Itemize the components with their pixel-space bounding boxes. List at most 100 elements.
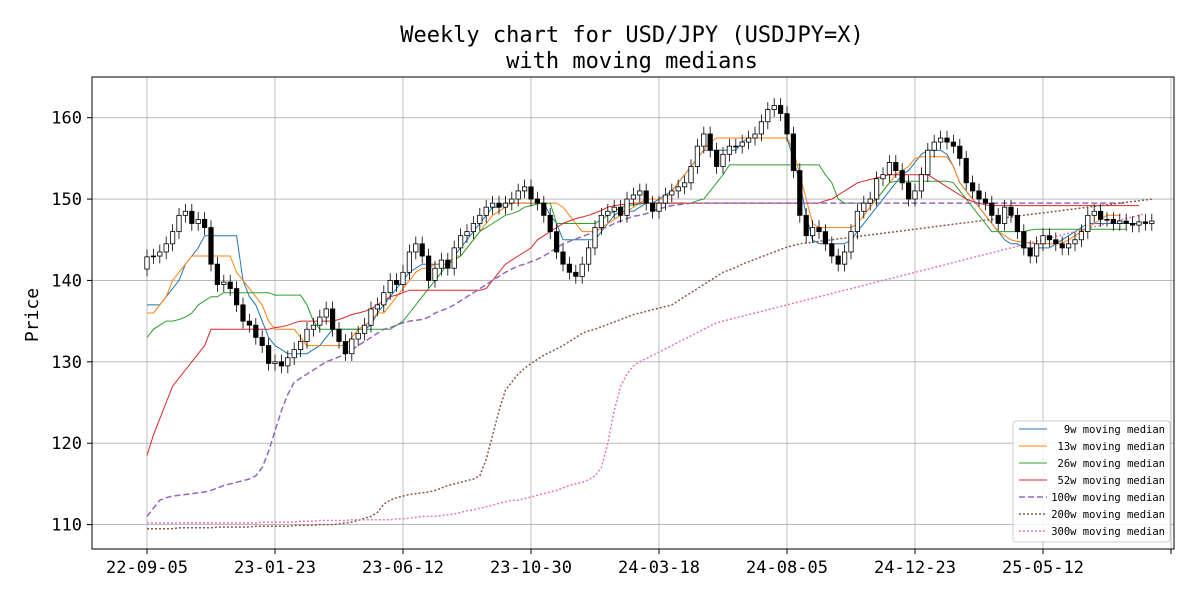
candle-body-down xyxy=(784,113,790,135)
candle-body-down xyxy=(790,133,797,171)
candle xyxy=(880,167,886,187)
candle xyxy=(259,330,265,353)
candle xyxy=(233,281,240,313)
candle xyxy=(1091,203,1097,223)
candle xyxy=(246,313,252,333)
candle-body-up xyxy=(854,210,861,233)
candle-body-up xyxy=(912,190,918,200)
candle xyxy=(227,274,233,296)
candle xyxy=(554,224,560,260)
legend-box xyxy=(1012,420,1171,543)
candle xyxy=(918,167,925,199)
candle-body-down xyxy=(1008,206,1014,216)
candle-body-up xyxy=(176,214,182,233)
candle xyxy=(778,98,784,121)
candle xyxy=(874,171,880,207)
candle-body-down xyxy=(1130,223,1136,226)
candle-body-down xyxy=(541,202,547,216)
candle xyxy=(400,264,406,292)
candle xyxy=(240,297,246,329)
y-tick-label: 130 xyxy=(51,353,82,373)
candle-body-up xyxy=(438,259,445,269)
candle xyxy=(265,338,272,371)
candle-body-up xyxy=(752,133,758,139)
candle xyxy=(451,240,457,276)
candle xyxy=(656,195,662,219)
x-tick-label: 24-03-18 xyxy=(618,558,700,578)
x-tick-label: 25-05-12 xyxy=(1002,558,1084,578)
candle-body-down xyxy=(265,345,272,364)
candle-body-up xyxy=(669,190,675,196)
y-tick-label: 120 xyxy=(51,434,82,454)
candle-body-down xyxy=(393,280,400,285)
candle-body-up xyxy=(272,361,278,364)
candle-body-down xyxy=(259,337,265,346)
candle xyxy=(925,142,931,182)
candle xyxy=(784,106,790,142)
candle xyxy=(489,195,496,215)
candle xyxy=(349,331,355,362)
candle-body-up xyxy=(682,182,688,188)
candle-body-up xyxy=(694,145,701,167)
candle-body-up xyxy=(598,214,605,228)
candle xyxy=(534,191,541,211)
candle-body-up xyxy=(182,210,188,216)
candle-body-up xyxy=(502,202,509,208)
candle-body-down xyxy=(240,304,246,322)
candle-body-up xyxy=(387,280,393,294)
candle-body-down xyxy=(547,214,553,233)
candle-body-down xyxy=(1098,210,1104,220)
x-tick-label: 23-06-12 xyxy=(362,558,444,578)
candle xyxy=(1059,236,1065,256)
candle xyxy=(662,187,669,211)
candle xyxy=(541,195,547,223)
candle xyxy=(163,236,169,260)
candle xyxy=(189,203,195,231)
candle xyxy=(1040,228,1046,252)
candle xyxy=(547,208,553,239)
candle-body-up xyxy=(861,202,867,212)
candle xyxy=(1110,212,1116,231)
candle-body-up xyxy=(656,202,662,212)
candle xyxy=(1002,199,1008,231)
candle-body-up xyxy=(489,202,496,208)
candle-body-down xyxy=(957,145,963,159)
candle-body-down xyxy=(618,206,624,216)
candle xyxy=(150,248,156,265)
candle xyxy=(707,126,713,158)
candle xyxy=(1008,199,1014,223)
candle-body-up xyxy=(637,190,643,196)
candle-body-down xyxy=(560,251,566,265)
candle xyxy=(694,138,701,174)
candle-body-up xyxy=(522,186,528,192)
candle-body-up xyxy=(1072,239,1078,245)
candle xyxy=(950,134,957,154)
y-tick-label: 160 xyxy=(51,109,82,129)
legend-entry-label: 100w moving median xyxy=(1051,492,1165,504)
chart-title: Weekly chart for USD/JPY (USDJPY=X) xyxy=(400,23,864,48)
candle xyxy=(502,195,509,215)
candle-body-down xyxy=(995,214,1001,224)
candle xyxy=(605,203,611,223)
candle-body-down xyxy=(1142,221,1148,224)
x-tick-label: 24-12-23 xyxy=(874,558,956,578)
candle-body-up xyxy=(355,332,361,340)
candle-body-down xyxy=(944,137,950,143)
series-line-7 xyxy=(147,212,1146,524)
candle-body-up xyxy=(810,227,816,237)
candle xyxy=(726,138,733,162)
candle xyxy=(752,126,758,146)
candle-body-down xyxy=(1110,219,1116,224)
candle xyxy=(854,203,861,239)
candle-body-down xyxy=(982,198,989,204)
candle-body-up xyxy=(361,324,368,334)
candle-body-up xyxy=(1104,219,1110,221)
series-line-6 xyxy=(147,198,1152,530)
candle xyxy=(1046,228,1052,248)
candle-body-up xyxy=(586,247,592,265)
candle-body-up xyxy=(400,271,406,285)
candle xyxy=(201,212,208,235)
legend-entry-label: 200w moving median xyxy=(1051,509,1165,521)
legend: 9w moving median 13w moving median 26w mov… xyxy=(1012,420,1171,543)
candle-body-down xyxy=(329,308,336,330)
